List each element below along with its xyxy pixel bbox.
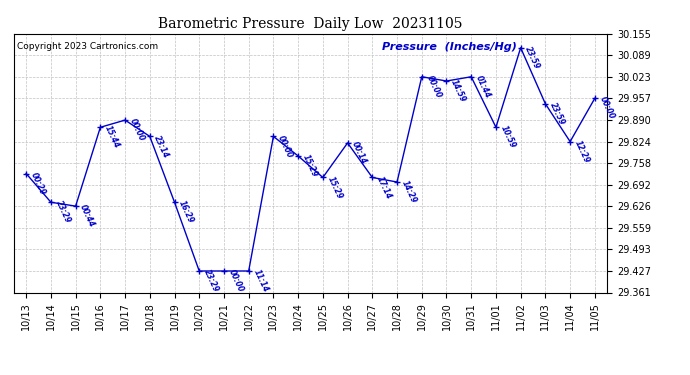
Text: 23:29: 23:29 — [54, 200, 72, 225]
Text: 12:29: 12:29 — [573, 139, 591, 164]
Text: 00:44: 00:44 — [79, 203, 97, 229]
Text: 00:00: 00:00 — [276, 134, 295, 159]
Text: 23:59: 23:59 — [548, 101, 566, 127]
Text: 00:00: 00:00 — [128, 117, 146, 143]
Title: Barometric Pressure  Daily Low  20231105: Barometric Pressure Daily Low 20231105 — [158, 17, 463, 31]
Text: 14:29: 14:29 — [400, 179, 418, 205]
Text: 16:29: 16:29 — [177, 200, 195, 225]
Text: Copyright 2023 Cartronics.com: Copyright 2023 Cartronics.com — [17, 42, 158, 51]
Text: 00:29: 00:29 — [29, 171, 47, 196]
Text: 11:14: 11:14 — [251, 268, 270, 294]
Text: 17:14: 17:14 — [375, 175, 393, 200]
Text: 23:29: 23:29 — [202, 268, 220, 294]
Text: 15:29: 15:29 — [301, 153, 319, 179]
Text: 01:44: 01:44 — [474, 74, 492, 99]
Text: 00:00: 00:00 — [598, 96, 616, 121]
Text: 10:59: 10:59 — [499, 124, 517, 150]
Text: 00:00: 00:00 — [227, 268, 245, 294]
Text: 00:14: 00:14 — [351, 140, 368, 166]
Text: 23:59: 23:59 — [524, 45, 542, 70]
Text: 00:00: 00:00 — [424, 74, 443, 99]
Text: 15:44: 15:44 — [103, 124, 121, 150]
Text: 15:29: 15:29 — [326, 175, 344, 200]
Text: Pressure  (Inches/Hg): Pressure (Inches/Hg) — [382, 42, 517, 51]
Text: 23:14: 23:14 — [152, 134, 171, 159]
Text: 14:59: 14:59 — [449, 78, 468, 104]
